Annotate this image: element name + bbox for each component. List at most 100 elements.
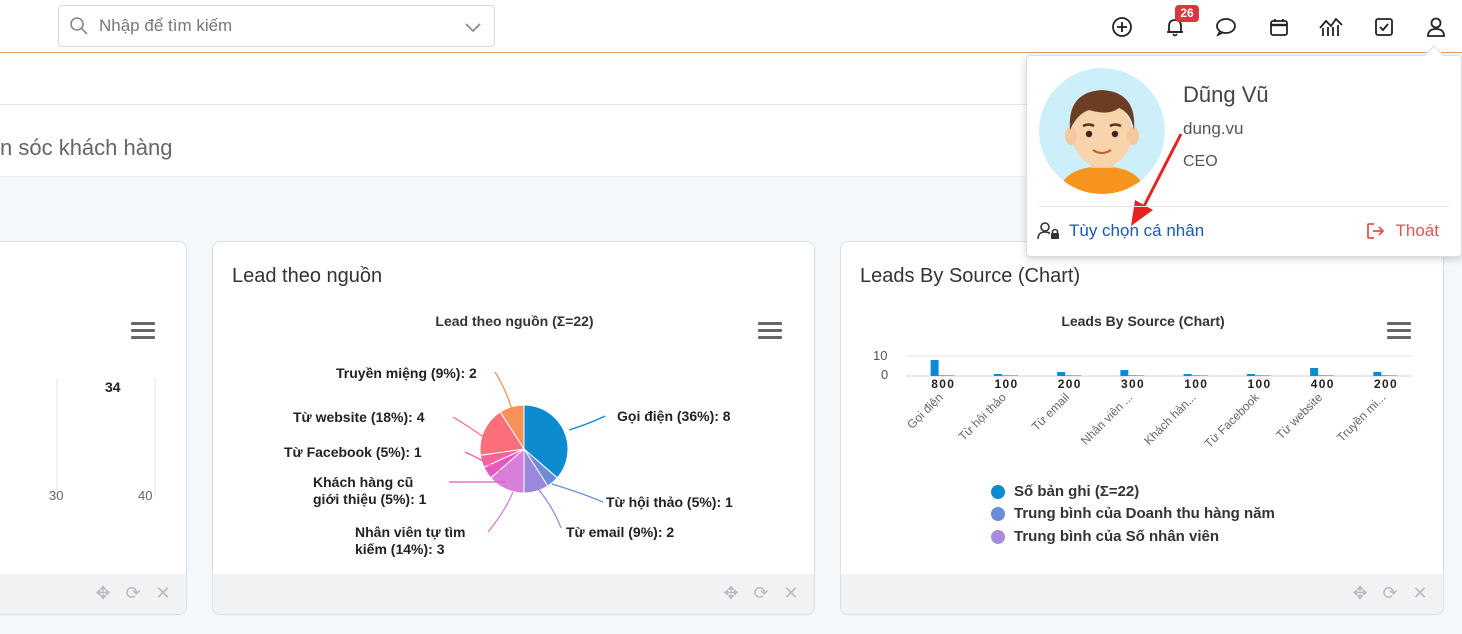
legend-dot (991, 484, 1005, 499)
divider (1039, 206, 1449, 207)
legend-dot (991, 529, 1005, 544)
bar[interactable] (1128, 375, 1137, 376)
top-bar: 26 (0, 0, 1462, 53)
bar[interactable] (1120, 370, 1129, 376)
bar[interactable] (1246, 374, 1255, 376)
profile-role: CEO (1183, 153, 1218, 170)
pie-connector (487, 491, 514, 533)
bar[interactable] (1310, 368, 1319, 376)
logout-button[interactable]: Thoát (1366, 221, 1439, 241)
pie-label-tu-hoi-thao: Từ hội thảo (5%): 1 (606, 494, 733, 510)
bar[interactable] (993, 374, 1002, 376)
legend-item-doanh-thu[interactable]: Trung bình của Doanh thu hàng năm (991, 505, 1275, 522)
profile-popup: Dũng Vũ dung.vu CEO Tùy chọn cá nhân Tho… (1026, 45, 1462, 257)
legend-label: Trung bình của Số nhân viên (1014, 528, 1220, 545)
dashboard-card-left: 34 30 40 ✥ ⟳ ✕ (0, 241, 187, 615)
card-title: Leads By Source (Chart) (860, 265, 1081, 287)
card-footer: ✥ ⟳ ✕ (213, 574, 814, 614)
bar[interactable] (1318, 375, 1327, 376)
close-icon[interactable]: ✕ (155, 583, 171, 603)
legend-item-so-ban-ghi[interactable]: Số bản ghi (Σ=22) (991, 483, 1139, 500)
x-tick-label: Nhân viên ... (1078, 390, 1136, 448)
bar[interactable] (1191, 375, 1200, 376)
add-circle-icon[interactable] (1109, 14, 1135, 40)
search-box[interactable] (58, 5, 495, 47)
bar-data-label: 0 (1074, 377, 1081, 391)
legend-dot (991, 506, 1005, 521)
pie-connector (551, 483, 604, 503)
bar-data-label: 0 (1390, 377, 1397, 391)
bar[interactable] (1381, 375, 1390, 376)
chart-menu-icon[interactable] (131, 322, 155, 340)
search-input[interactable] (99, 14, 459, 38)
x-tick-label: Truyền mi... (1334, 390, 1388, 444)
bar[interactable] (938, 375, 947, 376)
chart-menu-icon[interactable] (758, 322, 782, 340)
bar[interactable] (1326, 375, 1335, 376)
bar-data-label: 0 (1129, 377, 1136, 391)
task-check-icon[interactable] (1371, 14, 1397, 40)
bar[interactable] (1262, 375, 1271, 376)
bar[interactable] (1057, 372, 1066, 376)
dashboard-card-lead-source: Lead theo nguồn Lead theo nguồn (Σ=22) G… (212, 241, 815, 615)
chart-title: Lead theo nguồn (Σ=22) (435, 313, 594, 329)
bar[interactable] (1373, 372, 1382, 376)
y-tick-10: 10 (873, 348, 888, 363)
bar[interactable] (930, 360, 939, 376)
pie-label-tu-website: Từ website (18%): 4 (293, 409, 425, 425)
personal-settings-label: Tùy chọn cá nhân (1069, 221, 1205, 240)
bar-data-label: 0 (1327, 377, 1334, 391)
bar[interactable] (1136, 375, 1145, 376)
close-icon[interactable]: ✕ (1412, 583, 1428, 603)
axis-tick-30: 30 (49, 488, 64, 503)
chat-icon[interactable] (1213, 14, 1239, 40)
bar-data-label: 0 (1319, 377, 1326, 391)
bar-data-label: 0 (1192, 377, 1199, 391)
search-icon (70, 17, 88, 35)
pie-slice[interactable] (523, 404, 569, 479)
pie-label-nhan-vien: Nhân viên tự tìm kiếm (14%): 3 (355, 524, 466, 557)
analytics-icon[interactable] (1318, 14, 1344, 40)
chart-menu-icon[interactable] (1387, 322, 1411, 340)
x-tick-label: Khách hàn... (1141, 390, 1199, 448)
bar[interactable] (1389, 375, 1398, 376)
refresh-icon[interactable]: ⟳ (125, 583, 141, 603)
bar[interactable] (946, 375, 955, 376)
axis-tick-40: 40 (138, 488, 153, 503)
refresh-icon[interactable]: ⟳ (753, 583, 769, 603)
bar[interactable] (1254, 375, 1263, 376)
pie-connector (568, 415, 606, 431)
bar[interactable] (1065, 375, 1074, 376)
bar[interactable] (1009, 375, 1018, 376)
profile-name: Dũng Vũ (1183, 82, 1269, 107)
pie-slice[interactable] (479, 411, 525, 456)
x-tick-label: Từ website (1273, 390, 1325, 442)
avatar (1039, 68, 1165, 194)
pie-label-tu-email: Từ email (9%): 2 (566, 524, 675, 540)
bar[interactable] (1183, 374, 1192, 376)
bar-data-label: 1 (1184, 377, 1191, 391)
pie-label-goi-dien: Gọi điện (36%): 8 (617, 408, 731, 424)
move-icon[interactable]: ✥ (723, 583, 739, 603)
bar[interactable] (1001, 375, 1010, 376)
personal-settings-link[interactable]: Tùy chọn cá nhân (1037, 221, 1204, 241)
close-icon[interactable]: ✕ (783, 583, 799, 603)
x-tick-label: Gọi điện (904, 390, 946, 432)
bar-data-label: 0 (1264, 377, 1271, 391)
legend-label: Trung bình của Doanh thu hàng năm (1014, 505, 1275, 522)
user-icon[interactable] (1423, 14, 1449, 40)
chevron-down-icon[interactable] (462, 16, 484, 38)
bar[interactable] (1073, 375, 1082, 376)
bar-data-label: 1 (995, 377, 1002, 391)
bar[interactable] (1199, 375, 1208, 376)
pie-connector (452, 416, 504, 453)
legend-item-so-nhan-vien[interactable]: Trung bình của Số nhân viên (991, 528, 1219, 545)
x-tick-label: Từ Facebook (1202, 390, 1263, 451)
calendar-icon[interactable] (1266, 14, 1292, 40)
move-icon[interactable]: ✥ (1352, 583, 1368, 603)
profile-login: dung.vu (1183, 119, 1244, 138)
y-tick-0: 0 (881, 367, 889, 382)
card-footer: ✥ ⟳ ✕ (0, 574, 186, 614)
refresh-icon[interactable]: ⟳ (1382, 583, 1398, 603)
move-icon[interactable]: ✥ (95, 583, 111, 603)
